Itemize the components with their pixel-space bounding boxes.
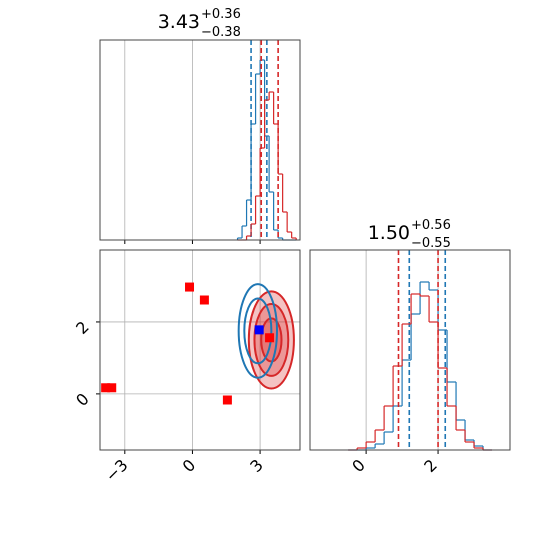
point xyxy=(101,383,111,393)
contour xyxy=(237,283,279,379)
point xyxy=(107,383,117,393)
point xyxy=(265,333,275,343)
point xyxy=(199,295,209,305)
x-tick-label: −3 xyxy=(102,455,132,485)
title-lower: −0.55 xyxy=(411,236,451,251)
y-tick-label: 2 xyxy=(72,317,93,338)
point xyxy=(222,395,232,405)
x-tick-label: 3 xyxy=(246,455,267,476)
title-upper: +0.36 xyxy=(201,7,241,22)
panel-frame xyxy=(309,249,511,451)
panel-frame xyxy=(99,39,301,241)
point xyxy=(254,325,264,335)
contour xyxy=(243,297,273,365)
x-tick-label: 0 xyxy=(348,455,369,476)
x-tick-label: 2 xyxy=(420,455,441,476)
title-value: 3.43 xyxy=(158,11,200,33)
title-upper: +0.56 xyxy=(411,218,451,233)
title-lower: −0.38 xyxy=(201,25,241,40)
title-value: 1.50 xyxy=(368,222,410,244)
x-tick-label: 0 xyxy=(179,455,200,476)
panel-frame xyxy=(99,249,301,451)
point xyxy=(185,282,195,292)
y-tick-label: 0 xyxy=(72,389,93,410)
